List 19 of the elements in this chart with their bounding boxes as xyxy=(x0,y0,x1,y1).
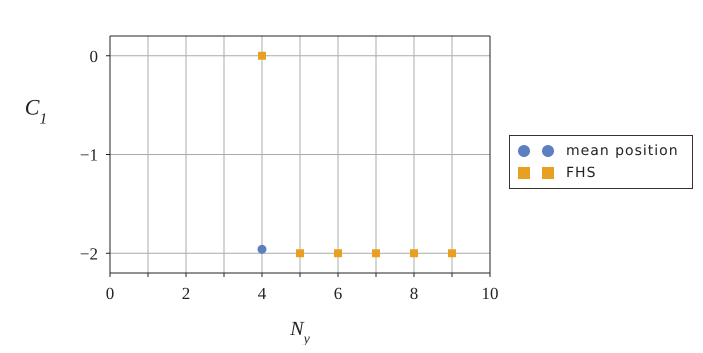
point xyxy=(334,249,342,258)
y-axis-title: C$_{1}$ xyxy=(24,94,48,127)
x-tick-label: 8 xyxy=(410,284,418,303)
x-tick-label: 2 xyxy=(182,284,190,303)
y-tick-label: 0 xyxy=(90,46,98,66)
point xyxy=(296,249,304,258)
x-tick-label: 4 xyxy=(258,284,267,303)
point xyxy=(448,249,456,258)
x-tick-label: 0 xyxy=(106,284,114,303)
legend-label: mean position xyxy=(566,143,679,159)
point xyxy=(257,244,267,254)
x-tick-label: 6 xyxy=(334,284,342,303)
legend-label: FHS xyxy=(566,165,596,181)
y-tick-label: −2 xyxy=(80,244,98,264)
x-tick-label: 10 xyxy=(482,284,498,303)
point xyxy=(258,52,266,60)
point xyxy=(410,249,418,258)
y-tick-label: −1 xyxy=(80,146,98,164)
point xyxy=(372,249,380,258)
